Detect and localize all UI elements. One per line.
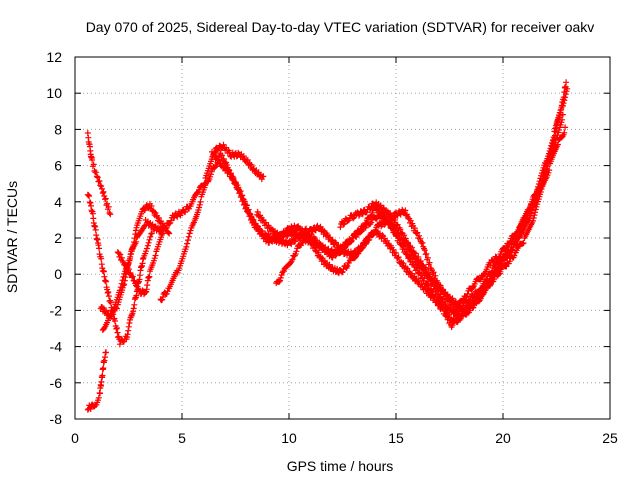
x-tick-label: 0 — [71, 430, 79, 446]
series-markers — [99, 141, 267, 333]
series-markers — [253, 79, 570, 330]
y-tick-label: 10 — [46, 85, 62, 101]
y-axis-label: SDTVAR / TECUs — [4, 181, 20, 293]
series-arc-5 — [99, 141, 267, 333]
x-axis-label: GPS time / hours — [287, 458, 394, 474]
y-tick-label: -2 — [50, 302, 63, 318]
x-tick-label: 10 — [281, 430, 297, 446]
series-arc-7 — [157, 124, 569, 319]
series-markers — [114, 230, 166, 298]
chart-title: Day 070 of 2025, Sidereal Day-to-day VTE… — [86, 19, 595, 35]
y-tick-label: 8 — [54, 121, 62, 137]
series-markers — [84, 191, 155, 348]
series-markers — [84, 130, 114, 218]
y-tick-label: -6 — [50, 375, 63, 391]
series-arc-10 — [253, 79, 570, 330]
y-tick-label: 6 — [54, 158, 62, 174]
series-arc-2 — [84, 349, 109, 413]
x-tick-label: 5 — [178, 430, 186, 446]
y-tick-label: -8 — [50, 411, 63, 427]
series-markers — [84, 349, 109, 413]
series-arc-3 — [84, 191, 155, 348]
series-arc-11 — [337, 85, 571, 311]
x-tick-label: 15 — [388, 430, 404, 446]
tick-marks: 0 5 10 15 20 25 -8 -6 -4 -2 0 2 4 6 8 10 12 — [46, 49, 618, 446]
series-arc-6 — [114, 230, 166, 298]
y-tick-label: -4 — [50, 339, 63, 355]
y-tick-label: 4 — [54, 194, 62, 210]
gridlines — [75, 57, 610, 419]
data-points — [84, 79, 571, 413]
series-arc-1 — [84, 130, 114, 218]
x-tick-label: 25 — [602, 430, 618, 446]
series-markers — [337, 85, 571, 311]
y-tick-label: 12 — [46, 49, 62, 65]
series-markers — [157, 124, 569, 319]
x-tick-label: 20 — [495, 430, 511, 446]
y-tick-label: 2 — [54, 230, 62, 246]
y-tick-label: 0 — [54, 266, 62, 282]
